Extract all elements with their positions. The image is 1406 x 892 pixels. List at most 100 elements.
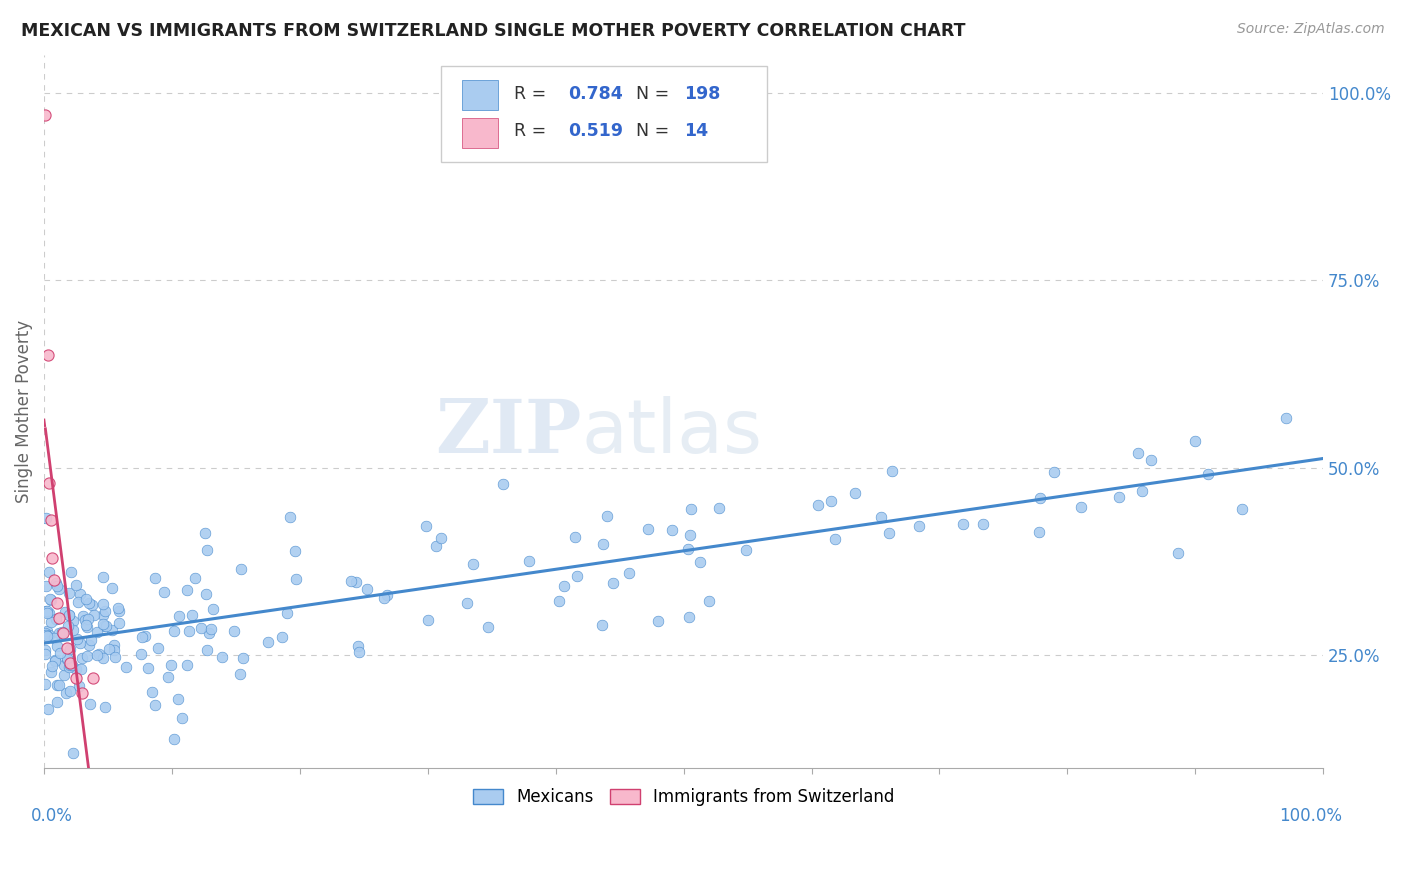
Point <box>285 572 308 586</box>
Point <box>58 607 80 622</box>
Point <box>77 638 100 652</box>
Point <box>91 650 114 665</box>
Text: MEXICAN VS IMMIGRANTS FROM SWITZERLAND SINGLE MOTHER POVERTY CORRELATION CHART: MEXICAN VS IMMIGRANTS FROM SWITZERLAND S… <box>21 22 966 40</box>
Point <box>44 631 66 645</box>
Point <box>1232 502 1254 516</box>
Point <box>844 485 866 500</box>
Point <box>35 604 58 618</box>
Point <box>44 654 66 668</box>
Point <box>94 604 117 618</box>
Point <box>91 608 114 623</box>
Point <box>176 582 198 597</box>
Y-axis label: Single Mother Poverty: Single Mother Poverty <box>15 320 32 503</box>
Point <box>820 494 842 508</box>
Point <box>425 539 447 553</box>
Point <box>143 571 166 585</box>
Point <box>952 516 974 531</box>
Point <box>181 607 204 622</box>
Point <box>45 579 67 593</box>
Point <box>76 620 98 634</box>
Point <box>93 619 115 633</box>
Point <box>177 624 200 638</box>
Point <box>567 569 589 583</box>
Point <box>83 608 105 623</box>
Point <box>45 695 67 709</box>
Point <box>48 582 70 596</box>
Point <box>167 609 190 624</box>
Point <box>679 501 702 516</box>
Point <box>59 684 82 698</box>
Point <box>278 509 301 524</box>
Point <box>163 624 186 639</box>
Point <box>48 626 70 640</box>
Point <box>94 700 117 714</box>
Point <box>602 576 624 591</box>
Point <box>91 570 114 584</box>
Point <box>1140 453 1163 467</box>
Point <box>35 510 58 524</box>
Point <box>38 628 60 642</box>
Point <box>52 667 75 681</box>
Point <box>176 657 198 672</box>
Point <box>34 677 56 691</box>
Point <box>79 697 101 711</box>
Point <box>1184 434 1206 449</box>
Point <box>51 624 73 639</box>
Point <box>34 108 56 122</box>
Point <box>45 612 67 626</box>
Point <box>519 554 541 568</box>
Point <box>108 615 131 630</box>
Point <box>183 570 205 584</box>
Point <box>153 585 176 599</box>
Point <box>59 565 82 579</box>
Text: 0.784: 0.784 <box>568 85 623 103</box>
Point <box>56 619 79 633</box>
Point <box>45 612 67 626</box>
Point <box>62 746 84 760</box>
Point <box>972 516 994 531</box>
Point <box>103 638 125 652</box>
Point <box>65 661 87 675</box>
Point <box>91 617 114 632</box>
Point <box>39 665 62 680</box>
Point <box>82 671 104 685</box>
Point <box>131 631 153 645</box>
Point <box>107 600 129 615</box>
Text: 0.519: 0.519 <box>568 122 623 140</box>
Point <box>678 528 700 542</box>
Text: R =: R = <box>513 122 546 140</box>
Point <box>492 477 515 491</box>
Point <box>66 632 89 647</box>
Point <box>56 652 79 666</box>
Point <box>65 578 87 592</box>
Point <box>1028 524 1050 539</box>
Point <box>222 624 245 639</box>
Point <box>35 628 58 642</box>
Point <box>346 639 368 653</box>
Point <box>232 650 254 665</box>
Point <box>617 566 640 580</box>
Point <box>58 608 80 623</box>
Point <box>41 658 63 673</box>
Point <box>34 647 56 661</box>
Point <box>146 640 169 655</box>
Point <box>41 550 63 565</box>
Point <box>163 732 186 747</box>
Text: N =: N = <box>637 85 669 103</box>
Point <box>35 604 58 618</box>
Point <box>38 566 60 580</box>
Point <box>134 629 156 643</box>
Bar <box>463 80 498 110</box>
Point <box>195 542 218 557</box>
Point <box>344 575 367 590</box>
Point <box>136 661 159 675</box>
Point <box>1130 483 1153 498</box>
Point <box>430 531 453 545</box>
Point <box>284 544 307 558</box>
Point <box>75 613 97 627</box>
Text: atlas: atlas <box>581 396 762 469</box>
Point <box>37 701 59 715</box>
Point <box>1275 411 1298 425</box>
Point <box>456 596 478 610</box>
Point <box>38 475 60 490</box>
